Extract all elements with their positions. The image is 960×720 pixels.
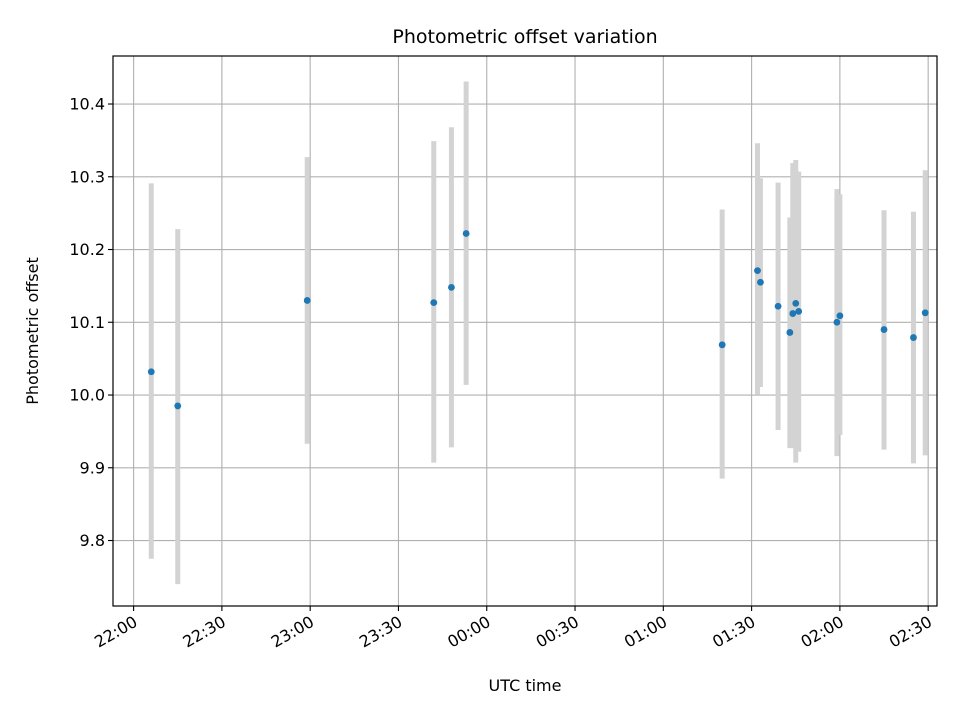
y-tick-label: 10.4 (69, 95, 105, 114)
data-point (833, 318, 841, 326)
data-point (754, 267, 761, 275)
data-point (792, 299, 800, 307)
data-point (147, 368, 155, 376)
data-point (910, 334, 917, 341)
data-point (774, 302, 782, 310)
y-axis-label: Photometric offset (23, 257, 42, 405)
data-point (836, 312, 844, 320)
data-point (448, 283, 455, 291)
data-point (789, 310, 797, 317)
y-tick-label: 10.2 (69, 240, 105, 259)
y-tick-label: 10.1 (69, 313, 105, 332)
x-axis-label: UTC time (489, 676, 562, 695)
y-tick-label: 9.9 (80, 458, 105, 477)
y-axis: 9.8 9.9 10.0 10.1 10.2 10.3 10.4 (69, 95, 113, 550)
data-point (880, 326, 888, 333)
chart-title: Photometric offset variation (392, 26, 657, 48)
data-point (786, 329, 794, 336)
data-point (174, 402, 182, 410)
y-tick-label: 10.3 (69, 167, 105, 186)
data-point (757, 278, 764, 286)
y-tick-label: 9.8 (80, 531, 105, 550)
data-point (462, 230, 470, 237)
data-point (795, 307, 803, 315)
y-tick-label: 10.0 (69, 386, 105, 405)
data-point (303, 297, 311, 304)
plot-frame (112, 55, 938, 607)
data-point (718, 341, 726, 349)
data-points (147, 230, 929, 410)
data-point (430, 299, 438, 307)
data-point (921, 309, 929, 317)
